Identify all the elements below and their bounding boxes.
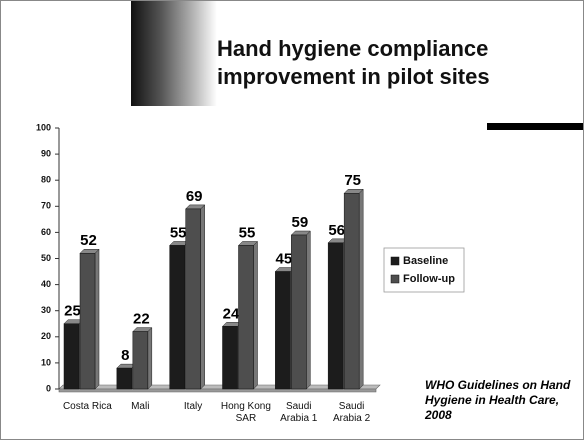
decor-rule [487,123,583,130]
value-label: 56 [328,222,345,239]
bar [343,193,360,390]
x-tick-label: Costa Rica [62,401,112,412]
bar [238,245,254,390]
bar [132,331,149,390]
bar-side [147,326,153,390]
x-tick-label: Italy [183,401,203,412]
slide-title: Hand hygiene compliance improvement in p… [217,36,490,89]
x-tick-label: Mali [131,401,150,412]
bar [63,323,80,390]
value-label: 45 [275,251,292,268]
value-label: 55 [170,224,187,241]
y-tick-label: 50 [41,253,51,263]
floor-front [58,388,377,393]
y-tick-label: 0 [46,383,51,393]
bar [291,234,307,390]
y-tick-label: 20 [41,331,51,341]
y-tick-label: 40 [41,279,51,289]
value-label: 52 [80,232,97,249]
bar-side [358,188,364,390]
value-label: 75 [344,172,361,189]
bar [79,253,96,390]
citation: WHO Guidelines on Hand Hygiene in Health… [425,378,571,422]
bar [222,326,238,390]
y-tick-label: 90 [41,148,51,158]
y-tick-label: 10 [41,357,51,367]
bar-side [200,204,205,390]
value-label: 59 [291,214,308,231]
y-tick-label: 80 [41,175,51,185]
x-tick-label: Saudi Arabia 2 [332,401,371,424]
bar [169,245,185,390]
value-label: 8 [121,347,129,364]
bar [327,242,344,390]
legend-label: Follow-up [403,273,455,285]
y-tick-label: 60 [41,227,51,237]
bar-side [94,248,100,390]
y-tick-label: 70 [41,201,51,211]
value-label: 69 [186,188,203,205]
y-tick-label: 100 [36,122,51,132]
legend-label: Baseline [403,255,448,267]
bar [116,367,133,390]
value-label: 22 [133,311,150,328]
decor-strip [131,1,217,106]
x-tick-label: Saudi Arabia 1 [280,401,318,424]
legend-swatch [390,274,400,284]
value-label: 55 [239,224,256,241]
bar-side [253,240,258,390]
x-tick-label: Hong Kong SAR [220,401,271,424]
value-label: 24 [223,305,240,322]
legend-swatch [390,256,400,266]
bar-side [306,230,311,390]
value-label: 25 [64,303,81,320]
bar [185,208,201,390]
bar [275,271,291,390]
y-tick-label: 30 [41,305,51,315]
legend-box [383,247,465,293]
